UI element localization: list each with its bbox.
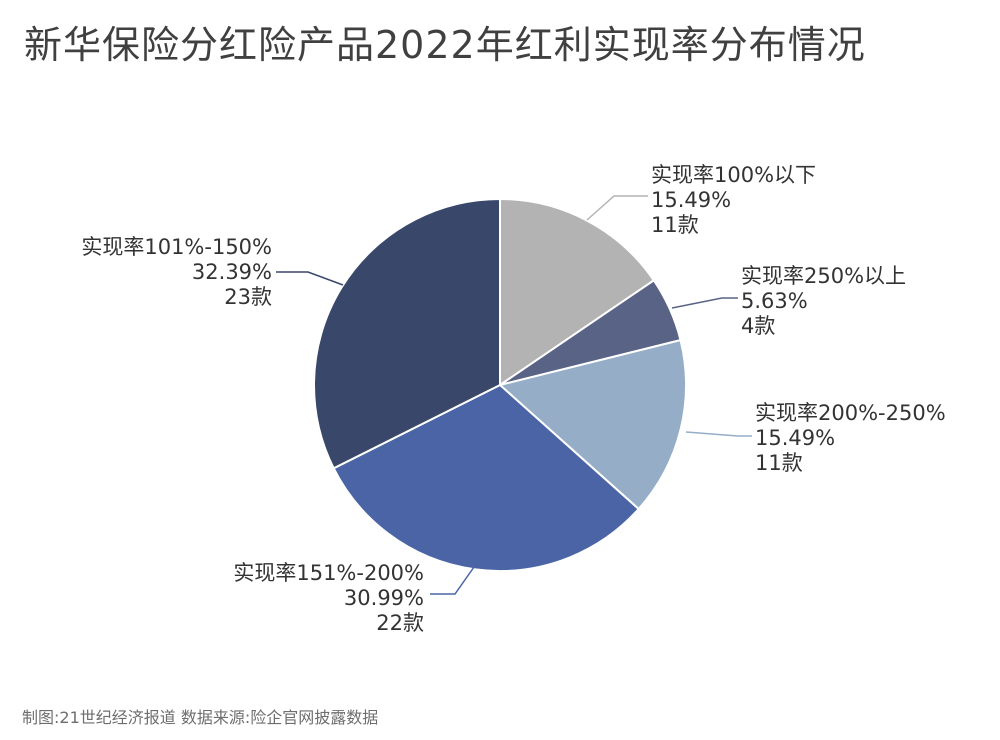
pie-slice xyxy=(313,197,501,470)
slice-label: 实现率200%-250% 15.49% 11款 xyxy=(755,401,946,475)
pie-slice xyxy=(499,197,656,387)
leader-line xyxy=(685,431,752,437)
source-footer: 制图:21世纪经济报道 数据来源:险企官网披露数据 xyxy=(22,708,379,727)
pie-slice xyxy=(497,338,688,511)
slice-label: 实现率101%-150% 32.39% 23款 xyxy=(81,235,272,309)
leader-line xyxy=(671,297,738,309)
slice-label: 实现率100%以下 15.49% 11款 xyxy=(651,163,816,237)
leader-line xyxy=(276,271,344,286)
slice-label: 实现率250%以上 5.63% 4款 xyxy=(741,264,906,338)
leader-line xyxy=(586,195,648,221)
pie-slice xyxy=(332,383,641,572)
slice-label: 实现率151%-200% 30.99% 22款 xyxy=(233,561,424,635)
leader-line xyxy=(430,566,475,595)
chart-title: 新华保险分红险产品2022年红利实现率分布情况 xyxy=(24,23,866,67)
